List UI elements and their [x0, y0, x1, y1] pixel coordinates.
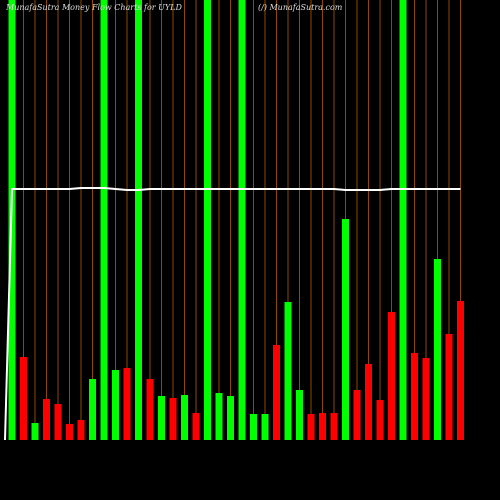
bar: [158, 396, 165, 440]
bar: [227, 396, 234, 440]
bar: [307, 414, 315, 440]
bar: [54, 404, 62, 440]
bar: [238, 0, 246, 440]
chart-subtitle: (/) MunafaSutra.com: [258, 3, 343, 12]
bar: [215, 393, 223, 440]
bar: [43, 399, 50, 440]
bar: [330, 413, 338, 440]
bar: [192, 413, 200, 440]
bar: [422, 358, 430, 440]
bar: [135, 0, 142, 440]
chart-title: MunafaSutra Money Flow Charts for UYLD: [5, 3, 182, 12]
bar: [434, 259, 441, 440]
bar: [112, 370, 119, 440]
bar: [445, 334, 453, 440]
bar: [261, 414, 269, 440]
bar: [169, 398, 177, 440]
bar: [89, 379, 96, 440]
money-flow-line: [4, 187, 461, 441]
bar: [204, 0, 211, 440]
bar: [250, 414, 257, 440]
bar: [100, 0, 108, 440]
bar: [181, 395, 188, 440]
bar: [123, 368, 131, 440]
bar: [31, 423, 39, 440]
bar: [20, 357, 27, 440]
bar: [342, 219, 349, 440]
bar: [399, 0, 407, 440]
bar: [411, 353, 418, 440]
bar: [77, 420, 85, 440]
bar: [353, 390, 361, 440]
bar: [146, 379, 154, 440]
bar: [457, 301, 464, 440]
bar: [66, 424, 73, 440]
bar: [376, 400, 384, 440]
bar: [388, 312, 395, 440]
bar: [319, 413, 326, 440]
bar: [273, 345, 280, 440]
bar: [284, 302, 292, 440]
bar: [296, 390, 303, 440]
bar: [365, 364, 372, 440]
